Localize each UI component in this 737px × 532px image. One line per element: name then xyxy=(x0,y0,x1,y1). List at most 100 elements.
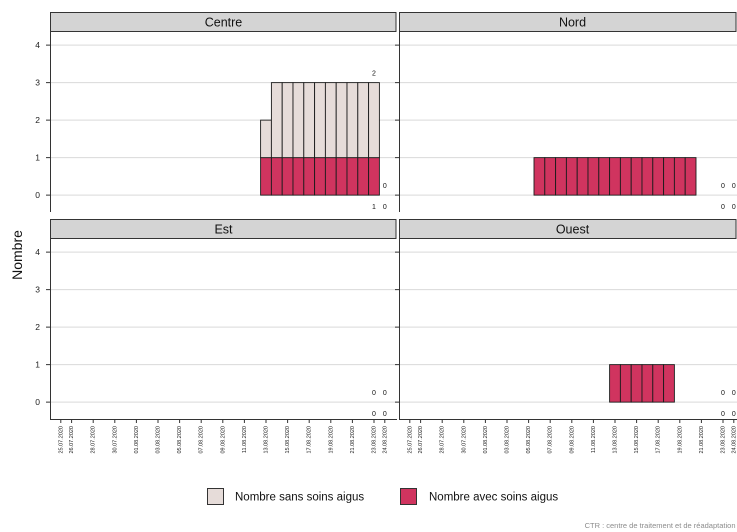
x-tick-label: 23.08.2020 xyxy=(372,426,378,454)
y-tick-label: 2 xyxy=(35,115,40,125)
count-label-nombre-sans-soins-aigus: 0 xyxy=(721,390,725,397)
x-tick-label: 03.08.2020 xyxy=(156,426,162,454)
bar-nombre-avec-soins-aigus xyxy=(260,157,272,196)
x-tick-label: 05.08.2020 xyxy=(177,426,183,454)
x-tick-label: 01.08.2020 xyxy=(134,426,140,454)
x-tick-label: 15.08.2020 xyxy=(285,426,291,454)
x-tick-label: 19.08.2020 xyxy=(328,426,334,454)
facet-strip-est xyxy=(50,219,397,239)
bar-nombre-avec-soins-aigus xyxy=(555,157,567,196)
legend: Nombre sans soins aigus Nombre avec soin… xyxy=(207,488,558,505)
y-tick-label: 0 xyxy=(35,190,40,200)
bar-nombre-sans-soins-aigus xyxy=(324,82,337,159)
legend-swatch-sans-soins-aigus xyxy=(207,488,224,505)
x-tick-label: 17.08.2020 xyxy=(656,426,662,454)
x-tick-label: 28.07.2020 xyxy=(91,426,97,454)
count-label-nombre-sans-soins-aigus: 0 xyxy=(721,183,725,190)
facet-strip-nord xyxy=(399,12,737,32)
bar-nombre-avec-soins-aigus xyxy=(324,157,337,196)
bar-nombre-avec-soins-aigus xyxy=(619,364,632,403)
y-tick-label: 3 xyxy=(35,285,40,295)
bar-nombre-avec-soins-aigus xyxy=(565,157,578,196)
y-tick-label: 1 xyxy=(35,360,40,370)
bar-nombre-sans-soins-aigus xyxy=(357,82,370,159)
x-tick-label: 05.08.2020 xyxy=(526,426,532,454)
legend-label-sans-soins-aigus: Nombre sans soins aigus xyxy=(235,492,364,504)
bar-nombre-avec-soins-aigus xyxy=(630,364,643,403)
bar-nombre-avec-soins-aigus xyxy=(652,364,665,403)
x-tick-label: 11.08.2020 xyxy=(591,426,597,453)
facet-title-est: Est xyxy=(214,222,233,236)
facet-title-nord: Nord xyxy=(559,15,586,29)
count-label-nombre-avec-soins-aigus: 0 xyxy=(721,204,725,211)
y-tick-label: 2 xyxy=(35,322,40,332)
chart-caption: CTR : centre de traitement et de réadapt… xyxy=(585,521,736,530)
count-label-nombre-avec-soins-aigus: 0 xyxy=(372,411,376,418)
x-tick-label: 03.08.2020 xyxy=(505,426,511,454)
bar-nombre-sans-soins-aigus xyxy=(281,82,294,159)
bar-nombre-avec-soins-aigus xyxy=(292,157,305,196)
bar-nombre-avec-soins-aigus xyxy=(357,157,370,196)
bar-nombre-avec-soins-aigus xyxy=(673,157,686,196)
count-label-nombre-avec-soins-aigus: 0 xyxy=(383,411,387,418)
y-tick-label: 1 xyxy=(35,153,40,163)
x-tick-label: 13.08.2020 xyxy=(613,426,619,454)
bar-nombre-avec-soins-aigus xyxy=(346,157,359,196)
y-tick-label: 4 xyxy=(35,247,40,257)
bar-nombre-avec-soins-aigus xyxy=(281,157,294,196)
x-tick-label: 26.07.2020 xyxy=(69,426,75,454)
bar-nombre-avec-soins-aigus xyxy=(641,364,654,403)
x-tick-label: 09.08.2020 xyxy=(569,426,575,454)
facet-strip-centre xyxy=(50,12,397,32)
bar-nombre-avec-soins-aigus xyxy=(641,157,654,196)
facet-title-centre: Centre xyxy=(205,15,243,29)
legend-item-avec-soins-aigus: Nombre avec soins aigus xyxy=(400,488,558,505)
y-tick-label: 4 xyxy=(35,40,40,50)
bar-nombre-sans-soins-aigus xyxy=(270,82,283,159)
plot-area: Centre210001234Nord0000Est00000123425.07… xyxy=(35,12,737,454)
x-tick-label: 11.08.2020 xyxy=(242,426,248,453)
bar-nombre-avec-soins-aigus xyxy=(270,157,283,196)
bar-nombre-avec-soins-aigus xyxy=(609,157,621,196)
bar-nombre-sans-soins-aigus xyxy=(314,82,326,159)
facet-strip-ouest xyxy=(399,219,737,239)
x-tick-label: 25.07.2020 xyxy=(58,426,64,454)
x-tick-label: 21.08.2020 xyxy=(699,426,705,454)
y-axis-title: Nombre xyxy=(9,230,25,280)
count-label-nombre-avec-soins-aigus: 0 xyxy=(383,204,387,211)
count-label-nombre-sans-soins-aigus: 2 xyxy=(372,71,376,78)
x-tick-label: 30.07.2020 xyxy=(461,426,467,454)
count-label-nombre-sans-soins-aigus: 0 xyxy=(732,390,736,397)
count-label-nombre-sans-soins-aigus: 0 xyxy=(732,183,736,190)
count-label-nombre-sans-soins-aigus: 0 xyxy=(383,183,387,190)
bar-nombre-avec-soins-aigus xyxy=(576,157,589,196)
x-tick-label: 28.07.2020 xyxy=(440,426,446,454)
x-tick-label: 13.08.2020 xyxy=(264,426,270,454)
legend-item-sans-soins-aigus: Nombre sans soins aigus xyxy=(207,488,364,505)
bar-nombre-sans-soins-aigus xyxy=(260,119,272,159)
bar-nombre-avec-soins-aigus xyxy=(544,157,557,196)
x-tick-label: 19.08.2020 xyxy=(677,426,683,454)
bar-nombre-avec-soins-aigus xyxy=(663,364,675,403)
bar-nombre-sans-soins-aigus xyxy=(303,82,316,159)
count-label-nombre-avec-soins-aigus: 0 xyxy=(721,411,725,418)
count-label-nombre-avec-soins-aigus: 1 xyxy=(372,204,376,211)
x-tick-label: 21.08.2020 xyxy=(350,426,356,454)
count-label-nombre-avec-soins-aigus: 0 xyxy=(732,411,736,418)
legend-label-avec-soins-aigus: Nombre avec soins aigus xyxy=(429,492,558,504)
bar-nombre-sans-soins-aigus xyxy=(335,82,348,159)
bar-nombre-sans-soins-aigus xyxy=(346,82,359,159)
bar-nombre-avec-soins-aigus xyxy=(630,157,643,196)
count-label-nombre-sans-soins-aigus: 0 xyxy=(372,390,376,397)
x-tick-label: 17.08.2020 xyxy=(307,426,313,454)
bar-nombre-avec-soins-aigus xyxy=(684,157,697,196)
bar-nombre-avec-soins-aigus xyxy=(598,157,611,196)
bar-nombre-avec-soins-aigus xyxy=(533,157,546,196)
bar-nombre-avec-soins-aigus xyxy=(368,157,380,196)
bar-nombre-avec-soins-aigus xyxy=(619,157,632,196)
